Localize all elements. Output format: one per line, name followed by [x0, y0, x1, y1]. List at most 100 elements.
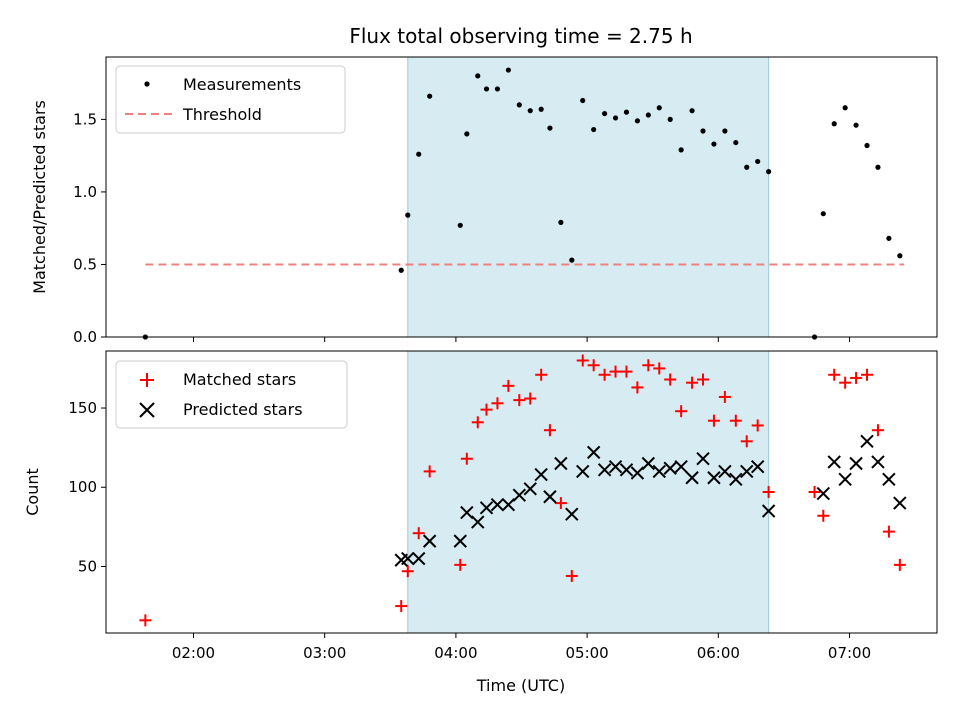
- y-tick-label: 1.0: [73, 183, 97, 201]
- measurement-point: [689, 108, 695, 114]
- measurement-point: [831, 121, 837, 127]
- predicted-star-point: [453, 534, 467, 548]
- matched-star-point: [565, 569, 578, 582]
- measurement-point: [886, 235, 892, 241]
- legend-measurements-marker: [144, 81, 150, 87]
- measurement-point: [766, 169, 772, 175]
- measurement-point: [416, 151, 422, 157]
- bottom-panel-legend: Matched stars Predicted stars: [115, 360, 348, 429]
- predicted-star-point: [750, 459, 765, 474]
- matched-star-point: [686, 376, 699, 389]
- measurement-point: [464, 131, 470, 137]
- measurement-point: [602, 110, 608, 117]
- y-tick-label: 50: [78, 557, 97, 575]
- matched-star-point: [653, 362, 666, 375]
- measurement-point: [623, 109, 630, 115]
- matched-star-point: [850, 371, 863, 384]
- bottom-panel-shaded-region: [407, 350, 770, 634]
- predicted-star-point: [523, 482, 537, 496]
- predicted-star-point: [565, 507, 579, 521]
- predicted-star-point: [543, 490, 557, 504]
- legend-matched-label: Matched stars: [183, 370, 296, 389]
- matched-star-point: [513, 394, 526, 407]
- matched-star-point: [598, 368, 611, 381]
- matched-star-point: [697, 373, 710, 386]
- measurement-point: [667, 116, 673, 122]
- predicted-star-point: [641, 456, 656, 471]
- matched-star-point: [139, 614, 152, 627]
- predicted-star-point: [882, 472, 896, 487]
- predicted-star-point: [608, 459, 623, 474]
- matched-star-point: [554, 497, 567, 510]
- predicted-star-point: [460, 505, 474, 520]
- predicted-star-point: [630, 466, 645, 480]
- measurement-point: [842, 105, 848, 111]
- top-panel-y-ticks: 0.0 0.5 1.0 1.5: [73, 110, 106, 346]
- matched-star-point: [454, 558, 467, 571]
- measurement-point: [516, 102, 522, 108]
- measurement-point: [875, 164, 881, 170]
- top-panel-frame: [105, 56, 938, 338]
- predicted-star-point: [696, 452, 710, 466]
- matched-star-point: [480, 403, 493, 416]
- predicted-star-point: [718, 464, 732, 479]
- x-tick-label: 07:00: [828, 644, 871, 662]
- predicted-star-point: [471, 515, 485, 529]
- y-tick-label: 1.5: [73, 110, 97, 128]
- measurement-point: [569, 257, 575, 263]
- measurement-point: [591, 126, 597, 133]
- predicted-star-point: [761, 504, 776, 518]
- y-tick-label: 100: [68, 478, 97, 496]
- bottom-panel-y-ticks: 50 100 150: [68, 399, 106, 575]
- x-tick-label: 06:00: [697, 644, 740, 662]
- predicted-star-point: [512, 488, 527, 502]
- measurement-point: [722, 128, 728, 134]
- bottom-panel-x-ticks: 02:00 03:00 04:00 05:00 06:00 07:00: [172, 633, 871, 662]
- matched-star-point: [871, 424, 884, 437]
- measurement-point: [494, 86, 501, 92]
- matched-star-point: [395, 600, 408, 613]
- matched-star-point: [587, 359, 600, 372]
- measurements-points: [142, 67, 903, 340]
- predicted-star-point: [685, 471, 699, 485]
- predicted-star-point: [707, 471, 721, 485]
- predicted-star-point: [816, 486, 830, 501]
- measurement-point: [733, 139, 739, 146]
- matched-star-point: [808, 486, 821, 498]
- measurement-point: [580, 97, 586, 104]
- legend-predicted-label: Predicted stars: [183, 400, 303, 419]
- legend-threshold-label: Threshold: [182, 105, 262, 124]
- predicted-star-point: [576, 464, 590, 479]
- predicted-star-point: [490, 497, 505, 512]
- measurement-point: [505, 67, 511, 73]
- matched-star-point: [675, 405, 688, 418]
- top-panel-shaded-region: [407, 56, 770, 338]
- predicted-star-point: [663, 461, 677, 475]
- measurement-point: [656, 105, 662, 111]
- predicted-star-point: [479, 501, 494, 515]
- measurement-point: [483, 86, 490, 92]
- predicted-star-point: [893, 496, 907, 510]
- matched-star-point: [471, 416, 484, 429]
- predicted-star-point: [412, 551, 426, 566]
- matched-stars-points: [139, 354, 906, 627]
- matched-star-point: [412, 527, 425, 540]
- matched-star-point: [642, 359, 655, 372]
- measurement-point: [853, 122, 859, 128]
- matched-star-point: [620, 365, 633, 378]
- predicted-star-point: [554, 456, 568, 471]
- predicted-star-point: [871, 455, 885, 469]
- x-tick-label: 03:00: [303, 644, 346, 662]
- measurement-point: [711, 141, 717, 147]
- matched-star-point: [460, 452, 473, 465]
- x-tick-label: 05:00: [565, 644, 608, 662]
- predicted-stars-points: [394, 434, 907, 567]
- matched-star-point: [664, 373, 677, 386]
- measurement-point: [527, 108, 533, 114]
- predicted-star-point: [534, 467, 548, 482]
- measurement-point: [744, 164, 750, 170]
- predicted-star-point: [652, 464, 666, 479]
- matched-star-point: [729, 414, 742, 427]
